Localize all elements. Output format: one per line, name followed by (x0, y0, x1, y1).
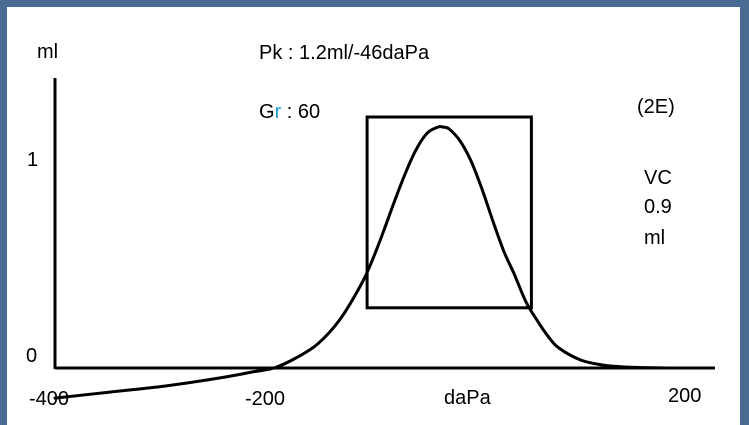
x-axis-label: daPa (444, 387, 492, 409)
gradient-label: G (259, 101, 275, 123)
x-tick-label-200: 200 (668, 385, 701, 407)
gradient-accent: r (275, 101, 282, 123)
x-tick-label-neg200: -200 (245, 388, 285, 410)
gradient-annotation: Gr : 60 (259, 101, 320, 123)
peak-annotation: Pk : 1.2ml/-46daPa (259, 42, 430, 64)
vc-title: VC (644, 167, 672, 189)
normal-region-box (365, 115, 533, 310)
vc-unit: ml (644, 227, 665, 249)
series-line (53, 124, 714, 400)
y-tick-label-1: 1 (27, 149, 38, 171)
x-tick-label-neg400: -400 (29, 388, 69, 410)
vc-value: 0.9 (644, 196, 672, 218)
gradient-value: : 60 (281, 101, 320, 123)
type-annotation: (2E) (637, 96, 675, 118)
y-axis-label: ml (37, 41, 58, 63)
y-tick-label-0: 0 (26, 345, 37, 367)
